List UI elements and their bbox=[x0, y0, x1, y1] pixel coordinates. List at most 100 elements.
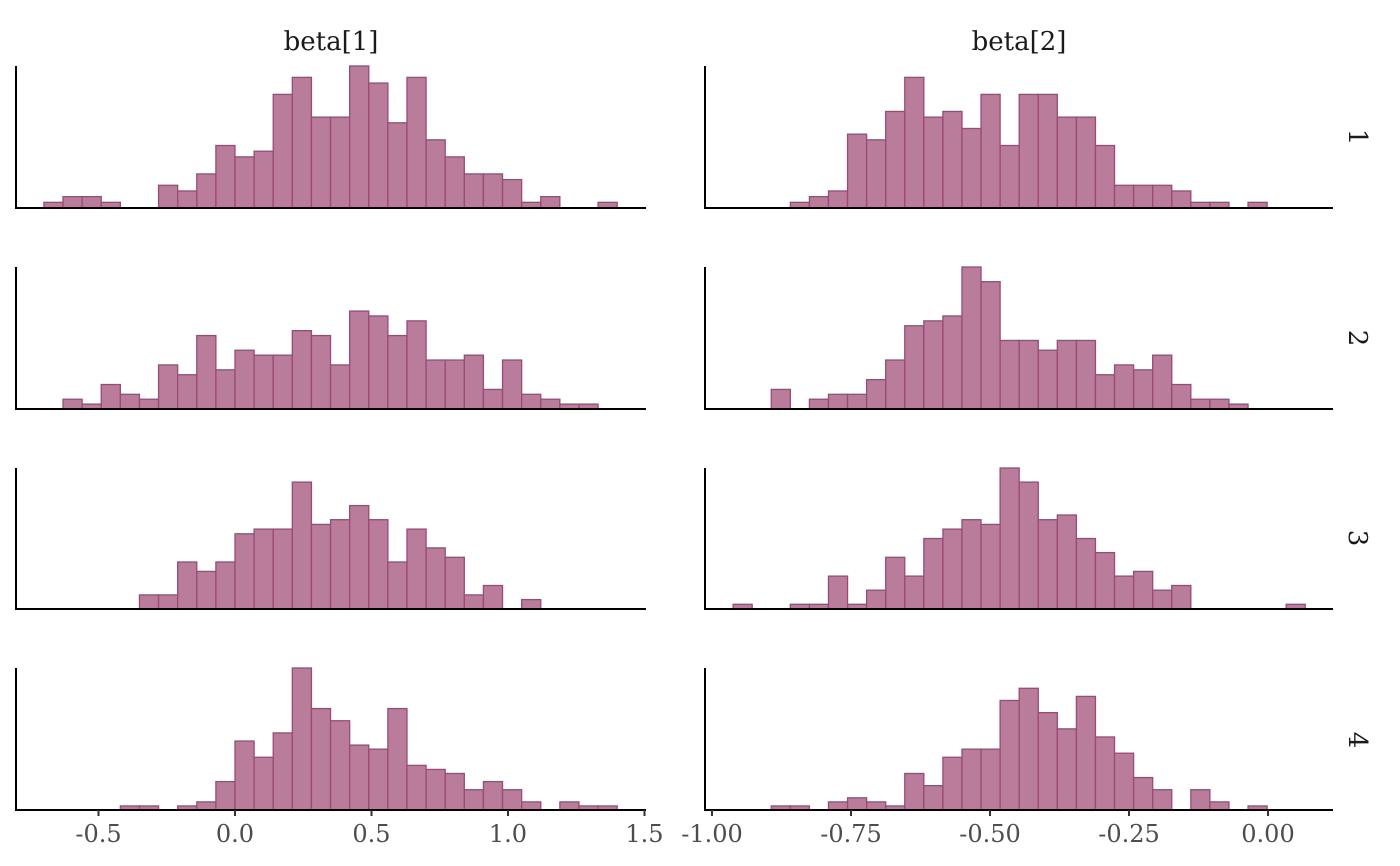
histogram-bar bbox=[482, 388, 504, 410]
histogram-bar bbox=[942, 528, 963, 610]
histogram-bar bbox=[865, 589, 887, 610]
histogram-bar bbox=[138, 398, 160, 410]
histogram-bar bbox=[559, 801, 580, 811]
x-tick-label: 1.0 bbox=[489, 820, 527, 848]
facet-panel-2-2 bbox=[704, 266, 1333, 410]
histogram-bar bbox=[387, 707, 408, 811]
histogram-bar bbox=[1132, 570, 1154, 610]
histogram-bar bbox=[1018, 481, 1039, 610]
histogram-bar bbox=[1190, 789, 1211, 811]
row-strip-label-1: 1 bbox=[1342, 129, 1372, 146]
histogram-bar bbox=[808, 398, 830, 410]
histogram-bar bbox=[310, 116, 332, 209]
row-strip-label-3: 3 bbox=[1342, 530, 1372, 547]
histogram-bar bbox=[234, 349, 255, 410]
histogram-bar bbox=[215, 561, 236, 610]
histogram-bar bbox=[827, 801, 849, 811]
histogram-bar bbox=[196, 801, 217, 811]
histogram-bar bbox=[368, 519, 389, 610]
histogram-bar bbox=[406, 528, 427, 610]
histogram-bar bbox=[1056, 116, 1078, 209]
histogram-bar bbox=[827, 575, 849, 610]
facet-panel-3-1 bbox=[15, 468, 646, 610]
histogram-bar bbox=[368, 315, 389, 410]
histogram-bar bbox=[425, 139, 446, 209]
x-tick-label: -0.25 bbox=[1098, 820, 1160, 848]
histogram-bar bbox=[157, 364, 179, 410]
histogram-bar bbox=[234, 533, 255, 610]
histogram-bar bbox=[272, 732, 293, 811]
histogram-bar bbox=[1018, 339, 1039, 410]
histogram-bar bbox=[177, 190, 198, 209]
histogram-bar bbox=[1113, 575, 1135, 610]
histogram-bar bbox=[387, 122, 408, 209]
x-tick-label: -0.50 bbox=[959, 820, 1021, 848]
histogram-bar bbox=[310, 707, 332, 811]
histogram-bar bbox=[406, 764, 427, 811]
histogram-bar bbox=[904, 325, 925, 410]
histogram-bar bbox=[177, 561, 198, 610]
histogram-bar bbox=[406, 76, 427, 209]
histogram-bar bbox=[1190, 398, 1211, 410]
histogram-bar bbox=[196, 173, 217, 209]
histogram-bar bbox=[846, 133, 868, 209]
histogram-bar bbox=[1056, 514, 1078, 610]
x-tick-label: -0.75 bbox=[820, 820, 882, 848]
histogram-bar bbox=[827, 190, 849, 209]
histogram-bar bbox=[62, 195, 83, 209]
facet-panel-2-1 bbox=[15, 267, 646, 410]
histogram-bar bbox=[387, 561, 408, 610]
histogram-bar bbox=[904, 575, 925, 610]
row-strip-label-4: 4 bbox=[1342, 732, 1372, 749]
histogram-bar bbox=[1171, 584, 1192, 610]
histogram-bar bbox=[770, 388, 791, 410]
histogram-bar bbox=[406, 320, 427, 410]
histogram-bar bbox=[329, 519, 351, 610]
histogram-bar bbox=[1132, 184, 1154, 209]
histogram-bar bbox=[980, 93, 1001, 209]
histogram-bar bbox=[865, 378, 887, 410]
histogram-bar bbox=[349, 744, 370, 811]
histogram-bar bbox=[961, 519, 982, 610]
histogram-bar bbox=[1037, 519, 1058, 610]
histogram-bar bbox=[923, 116, 944, 209]
x-tick-label: 0.00 bbox=[1241, 820, 1294, 848]
histogram-bar bbox=[1037, 349, 1058, 410]
x-axis-beta1: -0.5 0.0 0.5 1.0 1.5 bbox=[75, 820, 663, 848]
histogram-bar bbox=[329, 116, 351, 209]
histogram-bar bbox=[1094, 374, 1116, 410]
histogram-bar bbox=[808, 195, 830, 209]
histogram-bar bbox=[827, 393, 849, 410]
column-strip-label-beta2: beta[2] bbox=[972, 27, 1067, 57]
histogram-bar bbox=[138, 594, 160, 610]
x-tick-label: 0.5 bbox=[352, 820, 390, 848]
histogram-bar bbox=[157, 184, 179, 209]
histogram-bar bbox=[329, 364, 351, 410]
histogram-bar bbox=[1018, 93, 1039, 209]
histogram-bar bbox=[329, 720, 351, 811]
histogram-bar bbox=[501, 178, 523, 209]
histogram-bar bbox=[425, 359, 446, 410]
histogram-bar bbox=[215, 144, 236, 209]
histogram-bar bbox=[196, 570, 217, 610]
histogram-bar bbox=[1018, 687, 1039, 811]
histogram-bar bbox=[521, 598, 542, 610]
histogram-bar bbox=[215, 369, 236, 410]
x-tick-label: -0.5 bbox=[75, 820, 121, 848]
histogram-bar bbox=[310, 523, 332, 610]
histogram-bar bbox=[463, 789, 485, 811]
histogram-bar bbox=[904, 76, 925, 209]
histogram-bar bbox=[272, 93, 293, 209]
histogram-bar bbox=[1132, 369, 1154, 410]
histogram-bar bbox=[1171, 190, 1192, 209]
histogram-bar bbox=[1094, 551, 1116, 610]
histogram-bar bbox=[62, 398, 83, 410]
histogram-bar bbox=[961, 748, 982, 811]
histogram-bar bbox=[253, 756, 274, 811]
facet-panel-3-2 bbox=[704, 467, 1333, 610]
facet-panel-4-2 bbox=[704, 668, 1333, 816]
histogram-bar bbox=[521, 393, 542, 410]
histogram-bar bbox=[119, 393, 141, 410]
histogram-bar bbox=[482, 173, 504, 209]
histogram-bar bbox=[980, 523, 1001, 610]
